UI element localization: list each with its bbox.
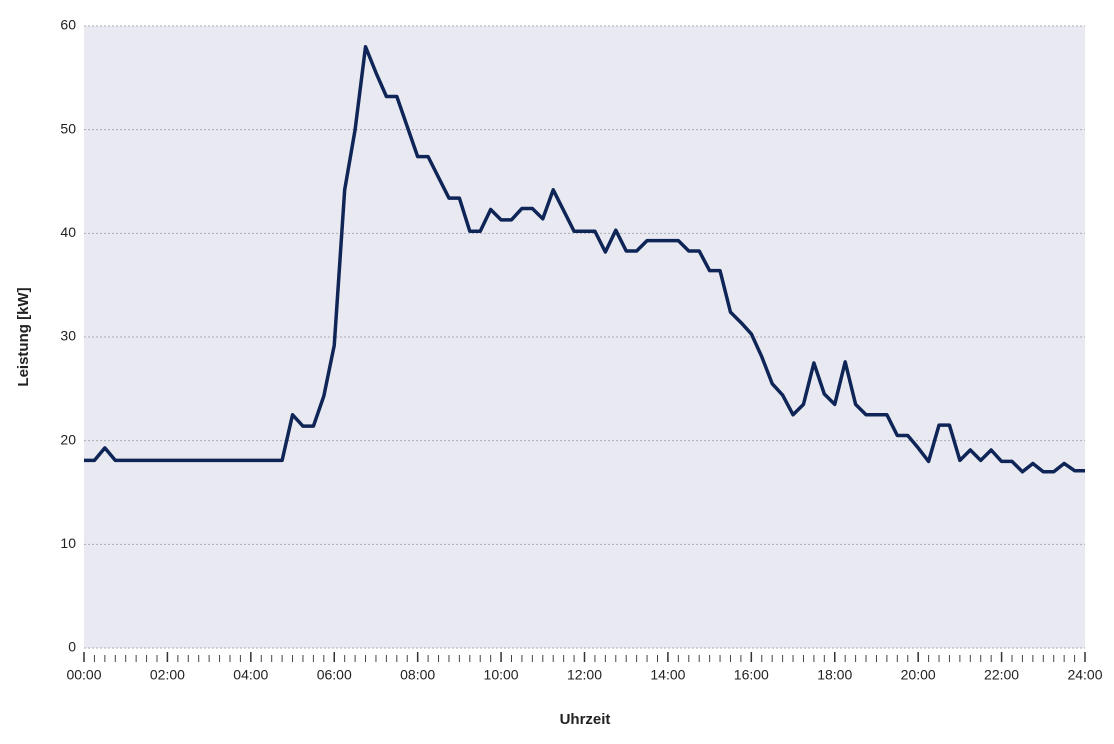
x-tick-label: 24:00: [1067, 667, 1102, 683]
x-tick-label: 00:00: [66, 667, 101, 683]
y-axis-title: Leistung [kW]: [15, 287, 32, 386]
x-tick-label: 12:00: [567, 667, 602, 683]
x-tick-label: 08:00: [400, 667, 435, 683]
x-tick-label: 16:00: [734, 667, 769, 683]
x-tick-label: 14:00: [650, 667, 685, 683]
y-tick-label: 20: [60, 431, 76, 447]
x-tick-label: 10:00: [484, 667, 519, 683]
y-tick-label: 30: [60, 328, 76, 344]
y-tick-label: 10: [60, 535, 76, 551]
x-tick-label: 02:00: [150, 667, 185, 683]
x-tick-label: 20:00: [901, 667, 936, 683]
x-tick-label: 04:00: [233, 667, 268, 683]
y-tick-label: 60: [60, 17, 76, 33]
x-tick-label: 22:00: [984, 667, 1019, 683]
x-tick-label: 06:00: [317, 667, 352, 683]
y-tick-label: 50: [60, 120, 76, 136]
x-tick-label: 18:00: [817, 667, 852, 683]
y-tick-label: 0: [68, 639, 76, 655]
line: [84, 44, 1085, 474]
y-tick-label: 40: [60, 224, 76, 240]
x-axis-title: Uhrzeit: [560, 711, 611, 728]
